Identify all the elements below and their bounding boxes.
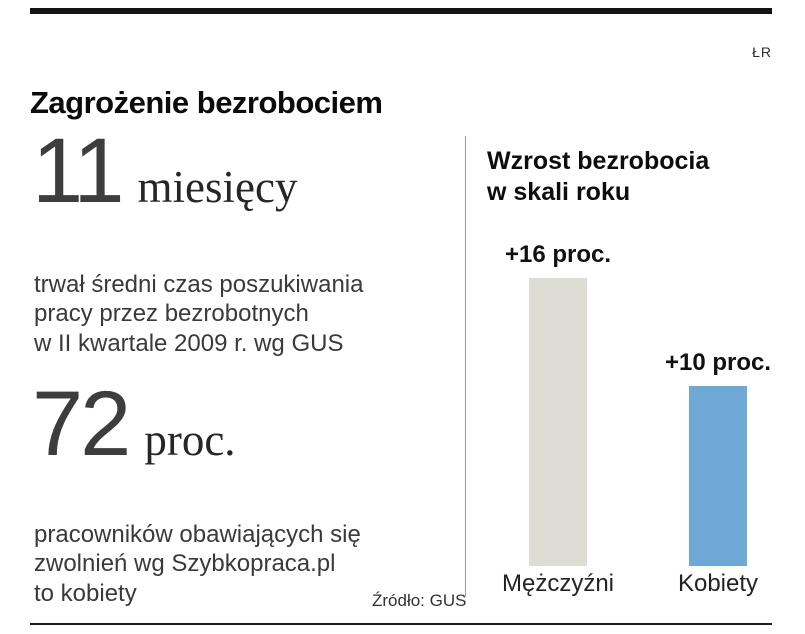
category-label-men: Mężczyźni — [501, 570, 615, 597]
source-note: Źródło: GUS — [372, 591, 467, 610]
bar-value-label-men: +16 proc. — [504, 241, 612, 268]
stat-months: 11 miesięcy — [32, 125, 297, 217]
bar-value-label-women: +10 proc. — [664, 349, 772, 376]
credit-initials: ŁR — [752, 44, 772, 60]
stat-percent-unit: proc. — [144, 415, 236, 465]
bar-women — [689, 386, 747, 566]
chart-title: Wzrost bezrobocia w skali roku — [487, 147, 710, 206]
stat-percent-description: pracowników obawiających się zwolnień wg… — [34, 521, 361, 607]
bar-group-women: +10 proc. Kobiety — [648, 349, 788, 598]
stat-months-value: 11 — [32, 120, 124, 222]
bottom-rule — [30, 623, 772, 625]
page-title: Zagrożenie bezrobociem — [30, 84, 383, 120]
stat-months-description: trwał średni czas poszukiwania pracy prz… — [34, 271, 364, 357]
bar-chart: +16 proc. Mężczyźni +10 proc. Kobiety — [480, 216, 782, 598]
stat-percent-value: 72 — [32, 373, 131, 475]
top-rule — [30, 8, 772, 14]
stat-percent: 72 proc. — [32, 378, 236, 470]
bar-men — [529, 278, 587, 566]
vertical-divider — [465, 136, 466, 596]
category-label-women: Kobiety — [677, 570, 759, 597]
stat-months-unit: miesięcy — [137, 162, 298, 212]
bar-group-men: +16 proc. Mężczyźni — [488, 241, 628, 598]
